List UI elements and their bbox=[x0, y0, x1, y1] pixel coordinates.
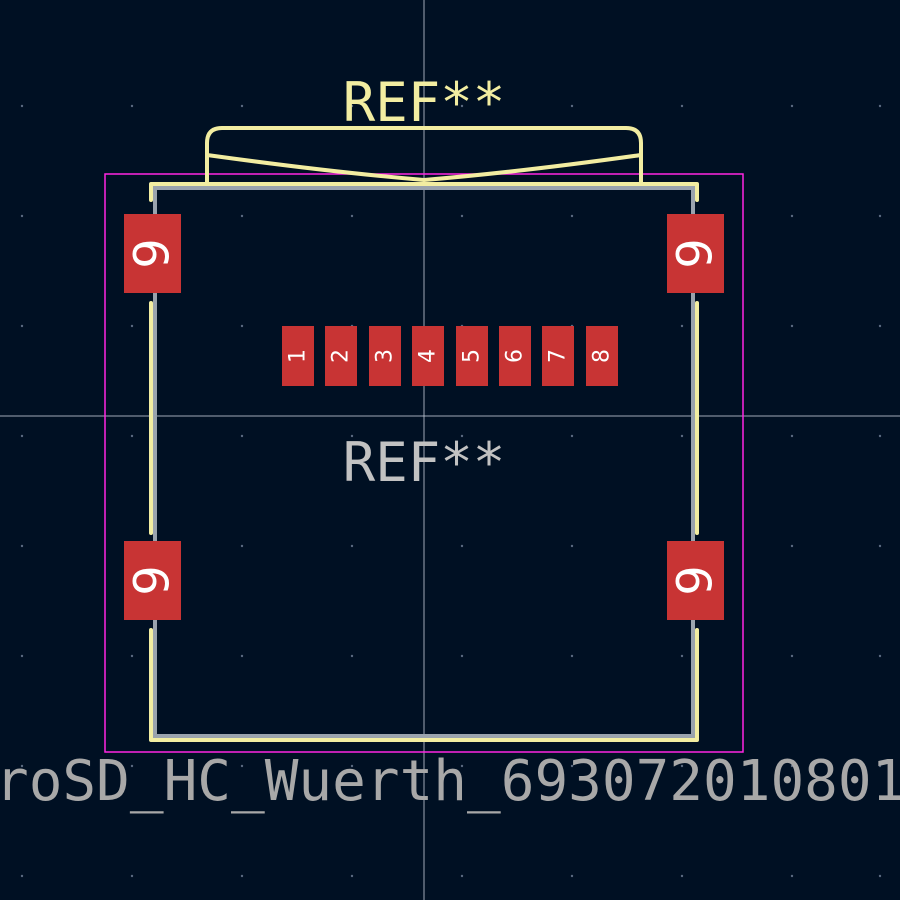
silkscreen-reference-label: REF** bbox=[343, 71, 506, 134]
pad-3[interactable]: 3 bbox=[369, 326, 401, 386]
pad-number-label: 9 bbox=[668, 238, 724, 269]
courtyard-outline bbox=[104, 173, 744, 753]
pad-9-bottom-left[interactable]: 9 bbox=[124, 541, 181, 620]
pad-copper bbox=[499, 326, 531, 386]
pad-6[interactable]: 6 bbox=[499, 326, 531, 386]
pad-copper bbox=[667, 214, 724, 293]
pad-4[interactable]: 4 bbox=[412, 326, 444, 386]
pad-number-label: 9 bbox=[125, 238, 181, 269]
pad-number-label: 4 bbox=[416, 349, 441, 363]
fab-reference-label: REF** bbox=[343, 431, 506, 494]
pad-number-label: 7 bbox=[546, 349, 571, 363]
pad-copper bbox=[586, 326, 618, 386]
pad-number-label: 8 bbox=[590, 349, 615, 363]
pad-number-label: 9 bbox=[668, 565, 724, 596]
pad-9-top-left[interactable]: 9 bbox=[124, 214, 181, 293]
pad-2[interactable]: 2 bbox=[325, 326, 357, 386]
pad-copper bbox=[325, 326, 357, 386]
pad-copper bbox=[124, 541, 181, 620]
pad-copper bbox=[282, 326, 314, 386]
pad-8[interactable]: 8 bbox=[586, 326, 618, 386]
pad-number-label: 6 bbox=[503, 349, 528, 363]
pad-copper bbox=[456, 326, 488, 386]
footprint-value-label: roSD_HC_Wuerth_693072010801 bbox=[0, 749, 900, 814]
pad-copper bbox=[412, 326, 444, 386]
pad-number-label: 9 bbox=[125, 565, 181, 596]
pad-7[interactable]: 7 bbox=[542, 326, 574, 386]
pad-number-label: 3 bbox=[373, 349, 398, 363]
pad-copper bbox=[369, 326, 401, 386]
silkscreen-body-outline bbox=[149, 126, 699, 742]
pads-group: 1 2 3 4 5 6 7 8 9 9 9 9 bbox=[124, 214, 724, 620]
pad-number-label: 5 bbox=[460, 349, 485, 363]
pad-copper bbox=[667, 541, 724, 620]
pad-1[interactable]: 1 bbox=[282, 326, 314, 386]
pad-copper bbox=[542, 326, 574, 386]
pad-number-label: 1 bbox=[286, 349, 311, 363]
pad-9-bottom-right[interactable]: 9 bbox=[667, 541, 724, 620]
pad-number-label: 2 bbox=[329, 349, 354, 363]
pad-9-top-right[interactable]: 9 bbox=[667, 214, 724, 293]
pad-copper bbox=[124, 214, 181, 293]
pad-5[interactable]: 5 bbox=[456, 326, 488, 386]
